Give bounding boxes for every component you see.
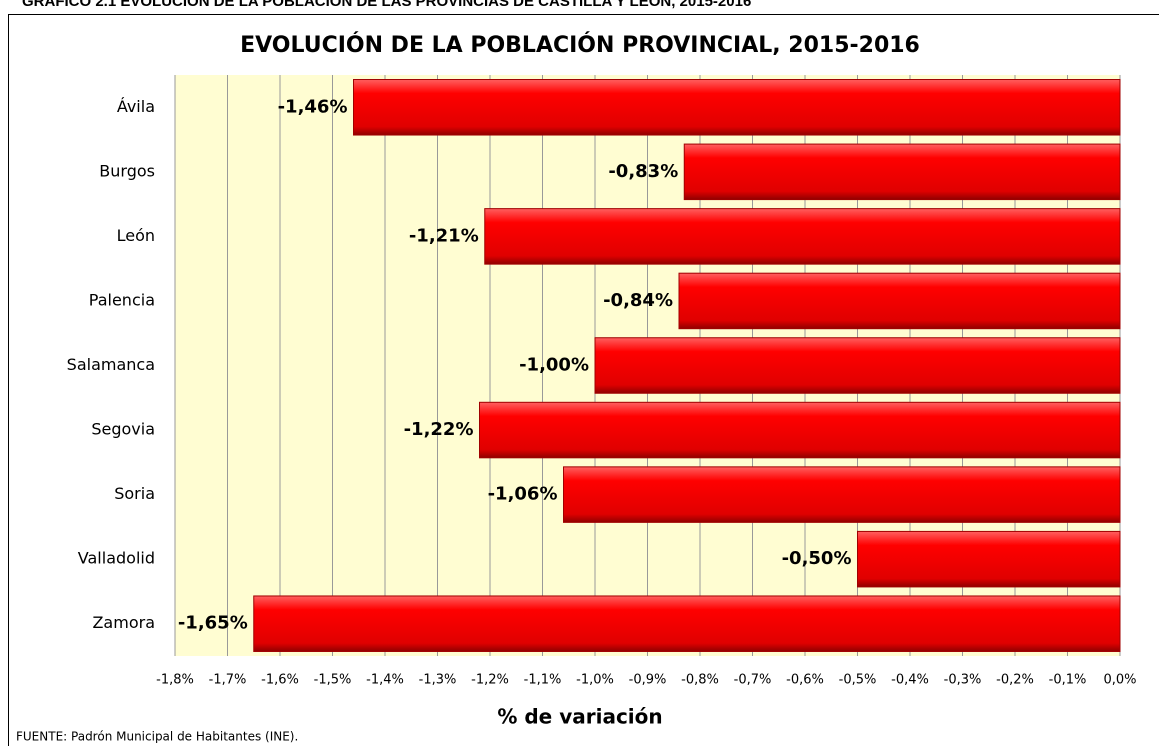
x-tick-label: 0,0% bbox=[1103, 673, 1136, 688]
y-tick-label: Ávila bbox=[117, 97, 155, 116]
y-tick-label: Burgos bbox=[99, 161, 155, 180]
x-tick-label: -0,8% bbox=[681, 673, 719, 688]
bar bbox=[563, 466, 1121, 523]
value-label: -1,22% bbox=[404, 419, 474, 440]
bar bbox=[857, 530, 1121, 588]
y-tick-label: Soria bbox=[114, 484, 155, 503]
x-tick-label: -1,8% bbox=[156, 673, 194, 688]
x-tick-label: -1,1% bbox=[524, 673, 562, 688]
x-tick-label: -1,7% bbox=[209, 673, 247, 688]
x-tick-label: -1,0% bbox=[576, 673, 614, 688]
x-tick-label: -1,2% bbox=[471, 673, 509, 688]
value-label: -1,46% bbox=[278, 96, 348, 117]
x-tick-label: -0,4% bbox=[891, 673, 929, 688]
x-tick-label: -1,6% bbox=[261, 673, 299, 688]
x-tick-label: -1,3% bbox=[419, 673, 457, 688]
x-tick-label: -0,6% bbox=[786, 673, 824, 688]
value-label: -0,50% bbox=[782, 548, 852, 569]
x-tick-label: -0,7% bbox=[734, 673, 772, 688]
bar bbox=[594, 337, 1121, 394]
y-tick-label: León bbox=[117, 226, 155, 245]
bar bbox=[253, 595, 1121, 652]
y-tick-label: Segovia bbox=[91, 420, 155, 439]
value-label: -0,83% bbox=[608, 161, 678, 182]
page-header: GRÁFICO 2.1 EVOLUCIÓN DE LA POBLACIÓN DE… bbox=[22, 0, 751, 10]
value-label: -1,00% bbox=[519, 355, 589, 376]
bar bbox=[683, 143, 1121, 201]
x-axis-label: % de variación bbox=[497, 705, 662, 729]
y-tick-label: Valladolid bbox=[78, 549, 155, 568]
value-label: -1,21% bbox=[409, 225, 479, 246]
value-label: -1,06% bbox=[488, 484, 558, 505]
y-tick-label: Salamanca bbox=[67, 355, 155, 374]
bar bbox=[479, 401, 1121, 459]
x-tick-label: -0,5% bbox=[839, 673, 877, 688]
source-note: FUENTE: Padrón Municipal de Habitantes (… bbox=[16, 730, 298, 744]
value-label: -1,65% bbox=[178, 613, 248, 634]
bar bbox=[353, 79, 1121, 136]
x-tick-label: -0,3% bbox=[944, 673, 982, 688]
y-tick-label: Zamora bbox=[92, 613, 155, 632]
y-tick-label: Palencia bbox=[89, 290, 155, 309]
value-label: -0,84% bbox=[603, 290, 673, 311]
x-tick-label: -1,4% bbox=[366, 673, 404, 688]
x-tick-label: -0,9% bbox=[629, 673, 667, 688]
bar bbox=[678, 272, 1121, 330]
x-tick-label: -1,5% bbox=[314, 673, 352, 688]
x-tick-label: -0,2% bbox=[996, 673, 1034, 688]
bar bbox=[484, 208, 1121, 265]
chart-title: EVOLUCIÓN DE LA POBLACIÓN PROVINCIAL, 20… bbox=[240, 32, 920, 58]
x-tick-label: -0,1% bbox=[1049, 673, 1087, 688]
